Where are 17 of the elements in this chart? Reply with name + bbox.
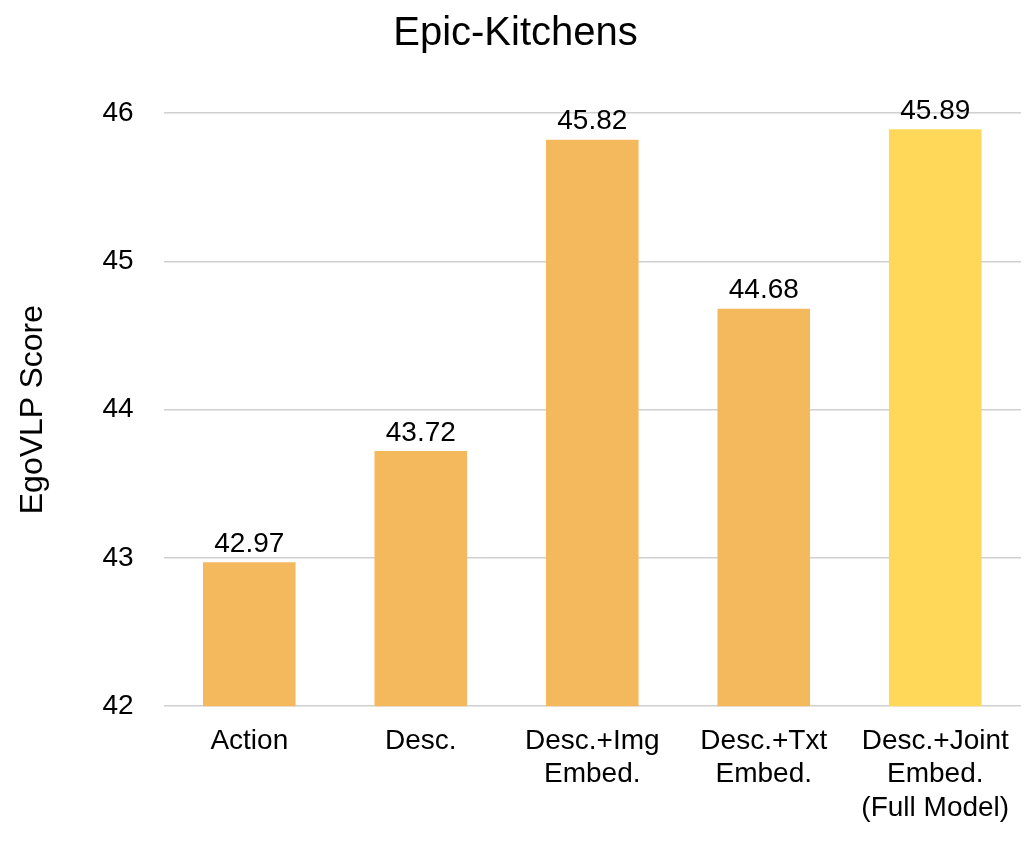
data-label: 45.82 <box>557 104 628 136</box>
x-tick-label: Desc. <box>384 723 457 755</box>
x-tick-label: Desc.+Joint Embed. (Full Model) <box>861 723 1010 822</box>
data-label: 45.89 <box>900 94 971 126</box>
y-tick-label: 43 <box>102 540 134 572</box>
x-tick-label: Desc.+Txt Embed. <box>700 723 828 789</box>
data-label: 42.97 <box>214 527 285 559</box>
y-tick-label: 42 <box>102 688 134 720</box>
y-axis-title: EgoVLP Score <box>13 304 50 515</box>
x-tick-label: Action <box>210 723 289 755</box>
y-tick-label: 44 <box>102 392 134 424</box>
y-tick-label: 46 <box>102 95 134 127</box>
y-tick-label: 45 <box>102 244 134 276</box>
data-label: 44.68 <box>728 273 799 305</box>
data-label: 43.72 <box>385 415 456 447</box>
x-tick-label: Desc.+Img Embed. <box>524 723 660 789</box>
chart-title: Epic-Kitchens <box>393 9 638 54</box>
